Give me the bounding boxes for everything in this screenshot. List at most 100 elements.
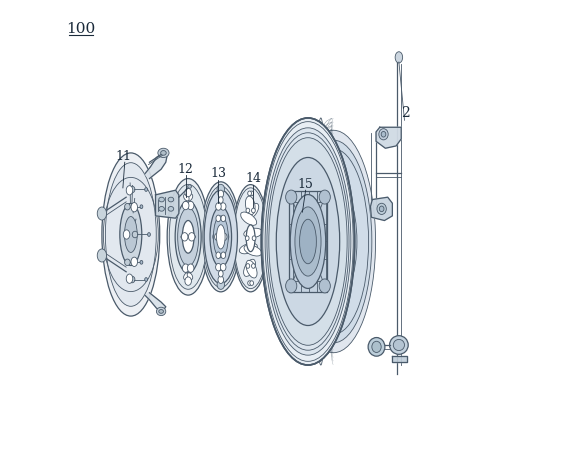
Ellipse shape — [216, 225, 225, 249]
Ellipse shape — [203, 186, 239, 287]
Ellipse shape — [161, 151, 166, 155]
Ellipse shape — [217, 280, 224, 289]
Ellipse shape — [126, 186, 133, 195]
Ellipse shape — [188, 185, 191, 189]
Ellipse shape — [393, 340, 405, 351]
Ellipse shape — [295, 207, 321, 276]
Ellipse shape — [97, 207, 107, 220]
Ellipse shape — [126, 274, 133, 283]
Ellipse shape — [106, 163, 156, 306]
Polygon shape — [145, 153, 167, 179]
Ellipse shape — [140, 205, 143, 209]
Ellipse shape — [246, 264, 250, 268]
Ellipse shape — [319, 190, 331, 204]
Ellipse shape — [290, 195, 325, 288]
Ellipse shape — [131, 257, 138, 266]
Ellipse shape — [97, 249, 107, 262]
Ellipse shape — [148, 233, 150, 236]
Ellipse shape — [246, 208, 250, 213]
Ellipse shape — [390, 336, 408, 354]
Text: 11: 11 — [116, 150, 132, 163]
Ellipse shape — [145, 278, 148, 281]
Ellipse shape — [175, 201, 201, 273]
Ellipse shape — [159, 310, 164, 313]
Ellipse shape — [129, 276, 135, 283]
Text: 100: 100 — [67, 23, 95, 37]
Ellipse shape — [379, 206, 384, 212]
Ellipse shape — [145, 188, 148, 191]
Ellipse shape — [184, 194, 189, 201]
Ellipse shape — [218, 190, 224, 197]
Ellipse shape — [219, 197, 223, 203]
Ellipse shape — [243, 259, 255, 276]
Ellipse shape — [368, 338, 385, 356]
Ellipse shape — [187, 201, 194, 210]
Ellipse shape — [269, 138, 347, 345]
Ellipse shape — [286, 279, 297, 293]
Ellipse shape — [234, 188, 267, 288]
Text: 13: 13 — [211, 167, 227, 181]
Ellipse shape — [184, 273, 189, 280]
Ellipse shape — [395, 52, 402, 63]
Ellipse shape — [183, 220, 194, 253]
Ellipse shape — [131, 203, 138, 212]
Ellipse shape — [217, 184, 224, 194]
Ellipse shape — [245, 236, 249, 241]
Ellipse shape — [218, 276, 224, 283]
Ellipse shape — [159, 197, 164, 202]
Polygon shape — [392, 356, 408, 362]
Ellipse shape — [188, 234, 196, 239]
Ellipse shape — [132, 231, 138, 238]
Ellipse shape — [233, 185, 269, 292]
Ellipse shape — [185, 189, 191, 197]
Ellipse shape — [261, 118, 355, 365]
Ellipse shape — [215, 233, 220, 241]
Ellipse shape — [379, 129, 388, 140]
Polygon shape — [122, 179, 140, 290]
Ellipse shape — [221, 215, 226, 222]
Ellipse shape — [125, 259, 130, 265]
Polygon shape — [289, 191, 327, 292]
Ellipse shape — [157, 307, 166, 316]
Ellipse shape — [167, 179, 209, 295]
Ellipse shape — [252, 236, 256, 241]
Ellipse shape — [201, 182, 241, 292]
Ellipse shape — [187, 264, 194, 272]
Ellipse shape — [222, 232, 229, 242]
Ellipse shape — [120, 204, 142, 265]
Ellipse shape — [125, 204, 130, 210]
Ellipse shape — [246, 196, 255, 215]
Ellipse shape — [246, 260, 257, 278]
Ellipse shape — [286, 190, 297, 204]
Ellipse shape — [187, 194, 193, 201]
Polygon shape — [370, 197, 393, 220]
Ellipse shape — [125, 217, 137, 252]
Ellipse shape — [265, 128, 351, 355]
Ellipse shape — [216, 252, 220, 258]
Ellipse shape — [183, 264, 189, 272]
Ellipse shape — [246, 225, 255, 252]
Ellipse shape — [244, 245, 262, 256]
Ellipse shape — [181, 234, 188, 239]
Ellipse shape — [251, 264, 255, 268]
Ellipse shape — [219, 271, 223, 277]
Ellipse shape — [169, 184, 207, 289]
Ellipse shape — [214, 216, 228, 258]
Text: 14: 14 — [245, 172, 261, 185]
Ellipse shape — [300, 219, 316, 264]
Ellipse shape — [159, 206, 164, 211]
Ellipse shape — [216, 264, 221, 271]
Ellipse shape — [246, 203, 259, 219]
Ellipse shape — [181, 233, 188, 241]
Ellipse shape — [188, 233, 195, 241]
Ellipse shape — [213, 232, 220, 242]
Ellipse shape — [140, 260, 143, 264]
Ellipse shape — [251, 208, 255, 213]
Ellipse shape — [183, 201, 189, 210]
Ellipse shape — [244, 228, 262, 238]
Ellipse shape — [220, 264, 226, 271]
Ellipse shape — [220, 203, 226, 210]
Ellipse shape — [248, 191, 251, 196]
Ellipse shape — [377, 203, 386, 214]
Ellipse shape — [158, 148, 169, 158]
